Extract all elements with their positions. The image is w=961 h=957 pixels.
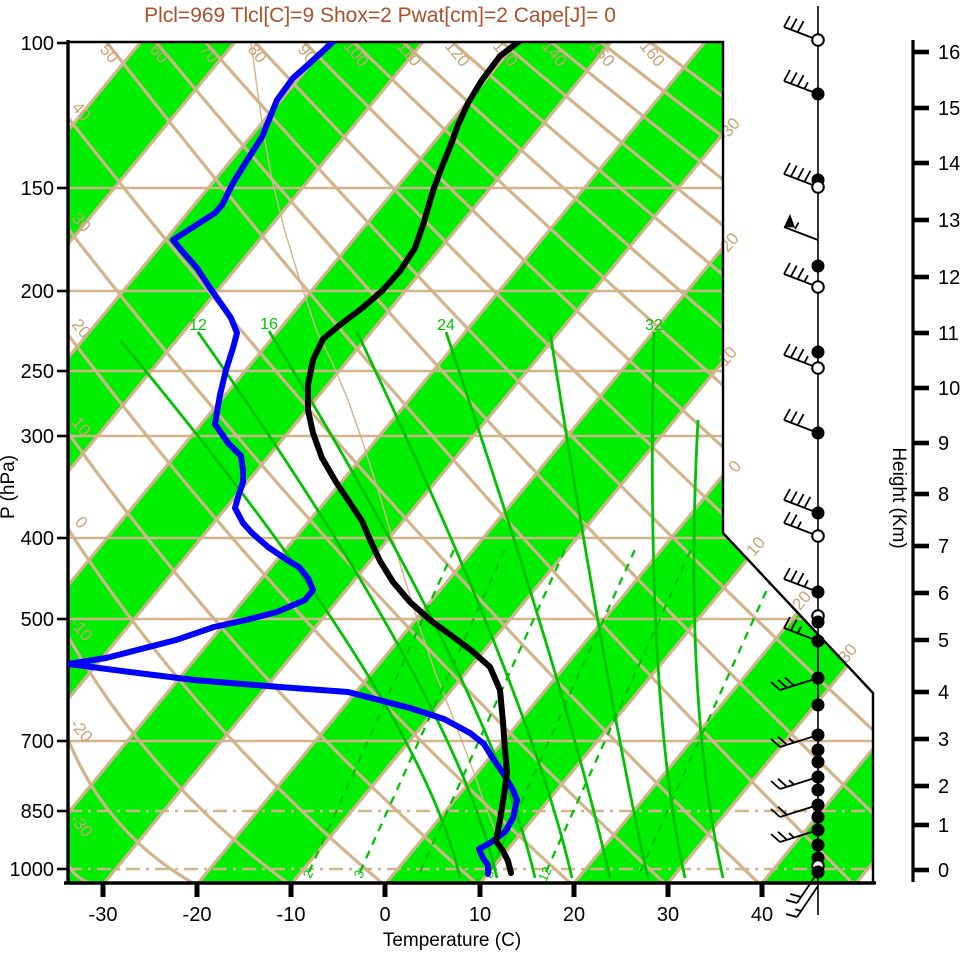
height-tick-label: 1 — [938, 815, 949, 837]
height-tick-label: 9 — [938, 433, 949, 455]
wind-level-dot — [811, 838, 825, 852]
pressure-axis-title: P (hPa) — [0, 455, 19, 519]
height-tick-label: 14 — [938, 153, 960, 175]
pressure-tick-label: 100 — [21, 33, 54, 55]
moist-adiabat-label: 12 — [189, 317, 207, 334]
moist-adiabat-label: 16 — [260, 316, 278, 333]
wind-level-circle — [811, 361, 825, 375]
temperature-tick-label: 40 — [751, 904, 773, 926]
wind-level-dot — [811, 634, 825, 648]
wind-level-dot — [811, 823, 825, 837]
moist-and-mixing-lines — [118, 330, 789, 879]
height-tick-label: 10 — [938, 378, 960, 400]
wind-level-dot — [811, 783, 825, 797]
wind-level-dot — [811, 743, 825, 757]
pressure-tick-label: 300 — [21, 426, 54, 448]
wind-level-circle — [811, 180, 825, 194]
pressure-tick-label: 1000 — [10, 859, 55, 881]
wind-level-dot — [811, 755, 825, 769]
wind-level-circle — [811, 529, 825, 543]
wind-level-circle — [811, 280, 825, 294]
isotherm-label: 0 — [724, 457, 745, 476]
dewpoint-curve — [68, 42, 520, 877]
height-tick-label: 0 — [938, 860, 949, 882]
wind-level-dot — [811, 585, 825, 599]
pressure-tick-label: 250 — [21, 361, 54, 383]
wind-level-dot — [811, 810, 825, 824]
wind-level-dot — [811, 259, 825, 273]
height-tick-label: 12 — [938, 267, 960, 289]
pressure-tick-label: 500 — [21, 609, 54, 631]
height-tick-label: 6 — [938, 583, 949, 605]
height-tick-label: 13 — [938, 210, 960, 232]
temperature-tick-label: -30 — [89, 904, 118, 926]
wind-level-dot — [811, 698, 825, 712]
moist-adiabat-label: 24 — [437, 317, 455, 334]
temperature-axis-title: Temperature (C) — [383, 930, 521, 951]
wind-level-dot — [811, 426, 825, 440]
wind-barb-column — [770, 6, 825, 918]
temperature-tick-label: 30 — [657, 904, 679, 926]
wind-level-dot — [811, 671, 825, 685]
pressure-tick-label: 850 — [21, 801, 54, 823]
isotherm-label: 20 — [788, 587, 815, 614]
wind-level-dot — [811, 770, 825, 784]
wind-level-dot — [811, 87, 825, 101]
height-tick-label: 8 — [938, 484, 949, 506]
height-tick-label: 11 — [938, 323, 959, 345]
dry-adiabat-label: 80 — [244, 40, 271, 67]
height-tick-label: 16 — [938, 42, 960, 64]
sounding-curves — [68, 42, 524, 877]
temperature-tick-label: 20 — [563, 904, 585, 926]
temperature-curve — [305, 42, 524, 876]
wind-level-dot — [811, 798, 825, 812]
temperature-tick-label: 10 — [469, 904, 491, 926]
moist-adiabat-label: 32 — [645, 317, 663, 334]
height-axis-title: Height (Km) — [888, 447, 909, 548]
height-tick-label: 2 — [938, 776, 949, 798]
wind-level-dot — [811, 865, 825, 879]
height-tick-label: 5 — [938, 630, 949, 652]
pressure-tick-label: 150 — [21, 178, 54, 200]
wind-level-dot — [811, 615, 825, 629]
temperature-tick-label: -10 — [277, 904, 306, 926]
wind-level-circle — [811, 33, 825, 47]
isotherm-label: 10 — [742, 533, 769, 560]
height-tick-label: 3 — [938, 729, 949, 751]
temperature-tick-label: -20 — [183, 904, 212, 926]
pressure-tick-label: 400 — [21, 528, 54, 550]
dry-adiabat-label: 50 — [96, 40, 123, 67]
wind-level-dot — [811, 345, 825, 359]
height-tick-label: 15 — [938, 98, 960, 120]
dry-adiabat-label: 0 — [71, 513, 92, 532]
height-tick-label: 4 — [938, 682, 949, 704]
height-tick-label: 7 — [938, 536, 949, 558]
mixing-ratio-label: 12 — [535, 864, 555, 883]
temperature-tick-label: 0 — [379, 904, 390, 926]
pressure-tick-label: 700 — [21, 731, 54, 753]
pressure-tick-label: 200 — [21, 281, 54, 303]
wind-level-dot — [811, 506, 825, 520]
wind-level-dot — [811, 728, 825, 742]
chart-title: Plcl=969 Tlcl[C]=9 Shox=2 Pwat[cm]=2 Cap… — [144, 4, 616, 27]
